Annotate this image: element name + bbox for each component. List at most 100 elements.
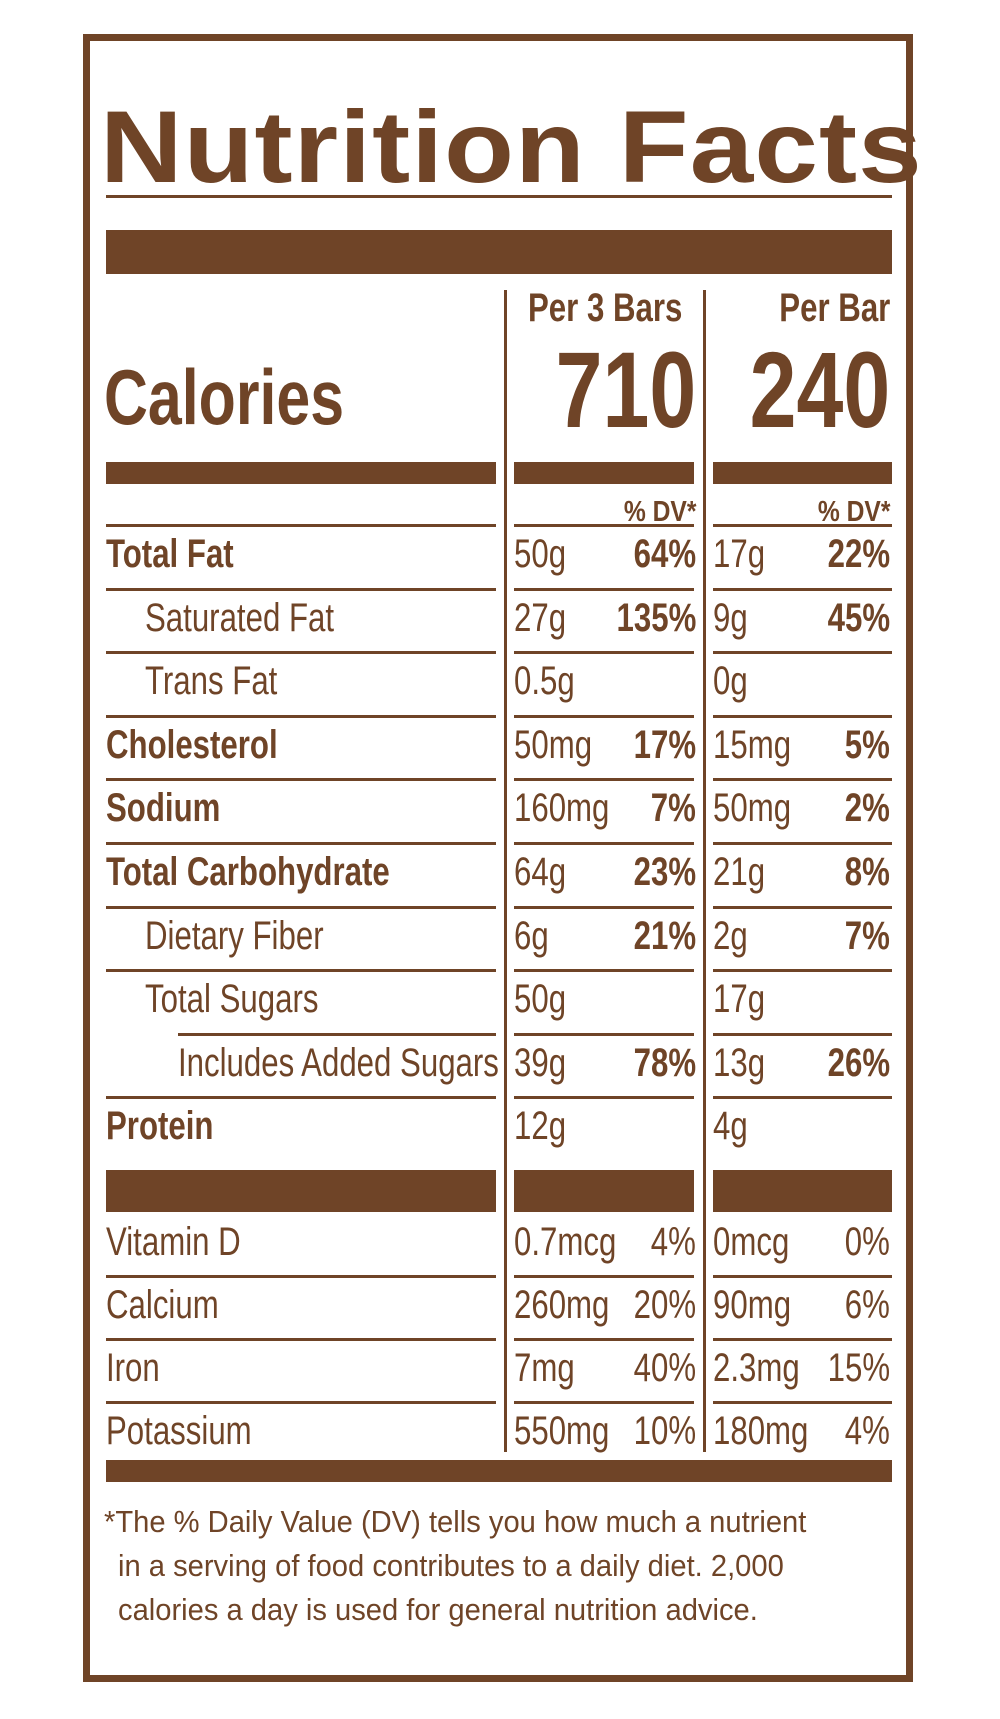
row-separator [514,842,694,845]
amount-per-3-bars: 0.7mcg [514,1220,617,1264]
amount-per-3-bars: 160mg [514,786,610,830]
row-separator [713,778,892,781]
footnote-line-3: calories a day is used for general nutri… [118,1592,758,1627]
amount-per-3-bars: 50g [514,977,567,1021]
row-separator [713,1033,892,1036]
nutrient-bar-mid [514,1170,694,1212]
vitamin-name: Vitamin D [106,1220,241,1264]
dv-per-bar: 22% [827,532,890,576]
dv-per-bar: 26% [827,1041,890,1085]
row-separator [106,842,496,845]
dv-per-3-bars: 78% [633,1041,696,1085]
nutrient-bar-left [106,1170,496,1212]
nutrient-name: Sodium [106,786,221,830]
dv-header-per-bar: % DV* [817,496,890,528]
row-separator [106,1096,496,1099]
amount-per-3-bars: 0.5g [514,659,575,703]
vitamin-name: Potassium [106,1409,252,1453]
amount-per-3-bars: 550mg [514,1409,610,1453]
nutrient-bar-right [713,1170,892,1212]
dv-header-per-3-bars: % DV* [623,496,696,528]
row-separator [514,778,694,781]
amount-per-3-bars: 12g [514,1104,567,1148]
row-separator [514,906,694,909]
amount-per-3-bars: 260mg [514,1283,610,1327]
row-separator [514,651,694,654]
amount-per-3-bars: 64g [514,850,567,894]
row-separator [713,1275,892,1278]
amount-per-3-bars: 6g [514,914,549,958]
column-divider-left [504,290,507,1452]
row-separator [106,969,496,972]
amount-per-bar: 9g [713,596,748,640]
calories-bar-mid [514,462,694,484]
dv-per-bar: 45% [827,596,890,640]
row-separator [514,1401,694,1404]
nutrient-name: Saturated Fat [145,596,335,640]
calories-per-3-bars: 710 [555,329,696,450]
nutrient-name: Includes Added Sugars [178,1041,499,1085]
dv-per-3-bars: 7% [650,786,696,830]
row-separator [106,906,496,909]
calories-label: Calories [104,353,345,441]
row-separator [713,906,892,909]
row-separator [106,588,496,591]
row-separator [106,1275,496,1278]
row-separator [106,651,496,654]
amount-per-bar: 0mcg [713,1220,790,1264]
column-header-per-bar: Per Bar [778,286,890,330]
row-separator [514,1338,694,1341]
row-separator [713,651,892,654]
row-separator [106,778,496,781]
row-separator [713,524,892,527]
row-separator [713,715,892,718]
row-separator [106,1338,496,1341]
amount-per-bar: 4g [713,1104,748,1148]
row-separator [713,1338,892,1341]
dv-per-bar: 4% [844,1409,890,1453]
row-separator [178,1033,496,1036]
thick-bar-bottom [106,1460,892,1482]
row-separator [514,524,694,527]
amount-per-bar: 2g [713,914,748,958]
label-title: Nutrition Facts [100,90,923,204]
row-separator [106,715,496,718]
amount-per-bar: 13g [713,1041,766,1085]
dv-per-3-bars: 10% [633,1409,696,1453]
title-rule [106,195,892,198]
row-separator [514,715,694,718]
dv-per-3-bars: 4% [650,1220,696,1264]
row-separator [514,1275,694,1278]
dv-per-3-bars: 64% [633,532,696,576]
dv-per-3-bars: 17% [633,723,696,767]
row-separator [713,842,892,845]
dv-per-3-bars: 40% [633,1346,696,1390]
amount-per-bar: 90mg [713,1283,792,1327]
footnote-line-1: *The % Daily Value (DV) tells you how mu… [104,1504,807,1539]
amount-per-3-bars: 7mg [514,1346,575,1390]
amount-per-bar: 17g [713,532,766,576]
dv-per-3-bars: 23% [633,850,696,894]
dv-per-bar: 6% [844,1283,890,1327]
row-separator [514,588,694,591]
nutrient-name: Cholesterol [106,723,278,767]
amount-per-bar: 17g [713,977,766,1021]
calories-per-bar: 240 [749,329,890,450]
calories-bar-right [713,462,892,484]
thick-bar-top [106,230,892,274]
amount-per-bar: 180mg [713,1409,809,1453]
nutrient-name: Total Carbohydrate [106,850,390,894]
row-separator [713,1096,892,1099]
dv-per-3-bars: 20% [633,1283,696,1327]
row-separator [514,969,694,972]
calories-bar-left [106,462,496,484]
vitamin-name: Iron [106,1346,160,1390]
row-separator [713,588,892,591]
row-separator [514,1096,694,1099]
dv-per-bar: 0% [844,1220,890,1264]
amount-per-bar: 2.3mg [713,1346,800,1390]
nutrient-name: Total Sugars [145,977,319,1021]
column-header-per-3-bars: Per 3 Bars [528,286,683,330]
nutrient-name: Trans Fat [145,659,278,703]
amount-per-3-bars: 50mg [514,723,593,767]
